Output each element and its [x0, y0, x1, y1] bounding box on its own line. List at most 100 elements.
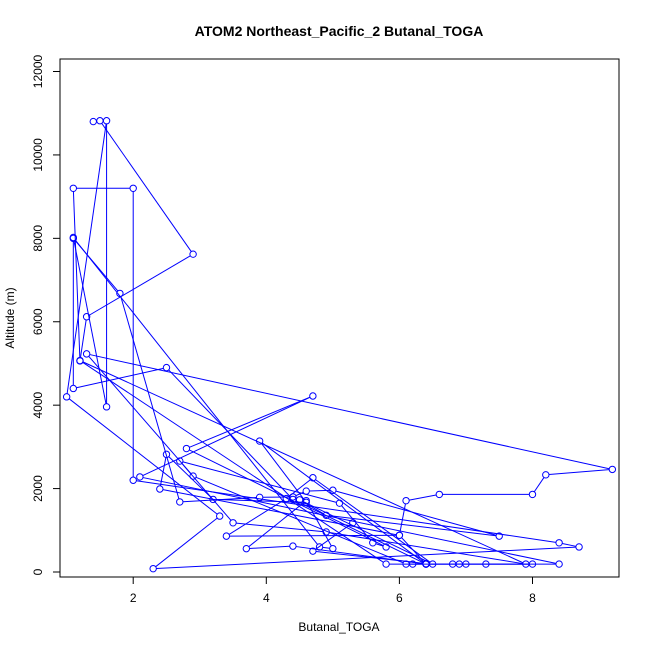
- data-point: [189, 472, 197, 480]
- y-tick-label: 2000: [31, 475, 45, 502]
- data-point: [162, 363, 171, 372]
- data-point: [162, 450, 171, 459]
- data-point: [302, 487, 310, 495]
- series-line-segment: [74, 239, 318, 545]
- data-point: [335, 499, 344, 507]
- series-line-segment: [88, 355, 192, 474]
- series-line-segment: [82, 361, 384, 563]
- data-point: [495, 532, 503, 540]
- series-line-segment: [322, 546, 330, 549]
- data-point: [309, 547, 317, 555]
- series-line-segment: [156, 546, 576, 569]
- data-point: [156, 485, 164, 493]
- series-line-segment: [375, 543, 384, 547]
- data-point: [555, 539, 563, 547]
- y-tick-label: 8000: [31, 225, 45, 252]
- data-point: [136, 473, 144, 481]
- series-line-segment: [79, 319, 87, 358]
- y-tick-label: 10000: [31, 138, 45, 172]
- y-tick-label: 4000: [31, 391, 45, 418]
- data-point: [482, 560, 490, 568]
- series-line-segment: [181, 463, 232, 521]
- data-point: [176, 457, 184, 465]
- x-tick-label: 8: [529, 591, 536, 605]
- data-point: [528, 490, 537, 499]
- data-point: [102, 117, 111, 125]
- series-line-segment: [248, 502, 305, 548]
- series-line-segment: [249, 545, 290, 549]
- data-point: [69, 234, 78, 243]
- series-line-segment: [401, 537, 425, 563]
- data-point: [69, 384, 78, 393]
- data-point: [329, 486, 337, 494]
- data-point: [382, 543, 390, 551]
- x-axis: 2 4 6 8: [130, 576, 536, 605]
- data-point: [96, 117, 104, 125]
- series-line-segment: [142, 396, 311, 477]
- series-line-segment: [409, 494, 437, 501]
- x-tick-label: 6: [396, 591, 403, 605]
- y-tick-label: 6000: [31, 308, 45, 335]
- series-line-segment: [68, 398, 218, 515]
- data-point: [255, 437, 264, 445]
- series-line-segment: [189, 396, 311, 448]
- data-point: [62, 393, 71, 401]
- series-line-segment: [120, 296, 180, 499]
- data-point: [149, 564, 157, 573]
- data-point: [322, 528, 330, 536]
- data-point: [255, 493, 264, 502]
- data-point: [349, 519, 357, 527]
- series-line-segment: [236, 522, 324, 533]
- y-axis-label: Altitude (m): [3, 287, 17, 348]
- data-point: [309, 474, 317, 482]
- series-line-segment: [74, 240, 119, 292]
- series-line-segment: [533, 477, 545, 493]
- series-line-segment: [229, 534, 397, 537]
- data-point: [222, 532, 231, 540]
- data-point: [182, 444, 191, 453]
- data-point: [129, 476, 137, 484]
- series-line-segment: [155, 517, 218, 568]
- series-line-segment: [329, 515, 497, 537]
- data-point: [555, 560, 563, 568]
- data-point: [409, 560, 417, 568]
- data-point: [76, 356, 84, 365]
- series-line-segment: [142, 477, 557, 564]
- data-point: [395, 531, 404, 539]
- series-line-segment: [228, 499, 284, 535]
- data-point: [189, 250, 197, 258]
- series-line-segment: [302, 500, 431, 564]
- series-line-segment: [73, 240, 107, 404]
- series-line-segment: [82, 361, 524, 564]
- series-line-segment: [89, 255, 191, 316]
- data-point: [329, 544, 337, 553]
- data-point: [216, 512, 224, 520]
- series-line-segment: [295, 500, 424, 564]
- data-point: [116, 289, 124, 298]
- data-point: [289, 542, 297, 550]
- data-point: [369, 539, 377, 547]
- data-point: [89, 117, 97, 126]
- series-line-segment: [562, 542, 577, 547]
- data-point: [282, 494, 290, 503]
- data-point: [242, 544, 251, 553]
- data-point: [322, 511, 330, 519]
- y-tick-label: 12000: [31, 55, 45, 89]
- x-tick-label: 4: [263, 591, 270, 605]
- data-point: [82, 313, 91, 321]
- data-point: [176, 498, 184, 506]
- x-axis-label: Butanal_TOGA: [298, 620, 379, 634]
- series-line-segment: [335, 490, 497, 536]
- series-line-segment: [168, 369, 292, 498]
- data-point: [542, 471, 550, 479]
- data-point: [315, 543, 324, 551]
- data-point: [575, 543, 583, 551]
- series-line-segment: [72, 191, 81, 358]
- data-point: [455, 560, 463, 568]
- series-line-segment: [329, 531, 523, 565]
- data-point: [309, 392, 317, 400]
- data-point: [435, 490, 444, 499]
- data-point: [82, 350, 91, 358]
- data-point: [422, 559, 430, 568]
